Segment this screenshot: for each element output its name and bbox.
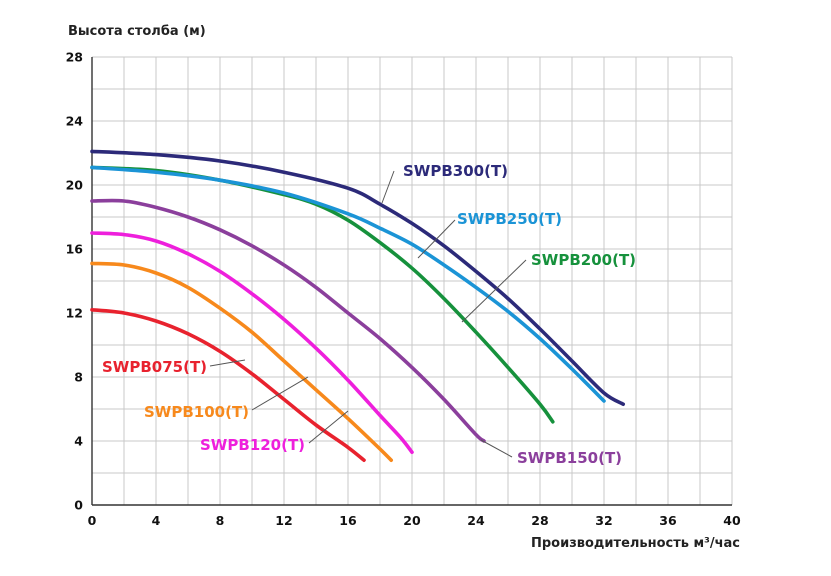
- leader-swpb100-t: [251, 376, 309, 411]
- y-tick-label: 28: [66, 50, 83, 65]
- leader-swpb120-t: [308, 410, 349, 444]
- curve-swpb150-t: [90, 198, 486, 443]
- x-tick-label: 28: [531, 513, 548, 528]
- y-tick-label: 24: [66, 114, 84, 129]
- label-swpb300-t: SWPB300(T): [403, 162, 508, 180]
- label-leaders: [209, 170, 527, 458]
- curve-swpb075-t: [90, 308, 366, 462]
- grid: [91, 56, 733, 506]
- label-swpb075-t: SWPB075(T): [102, 358, 207, 376]
- label-swpb120-t: SWPB120(T): [200, 436, 305, 454]
- x-tick-label: 0: [88, 513, 97, 528]
- x-tick-label: 36: [659, 513, 677, 528]
- label-swpb250-t: SWPB250(T): [457, 210, 562, 228]
- x-tick-label: 24: [467, 513, 485, 528]
- y-tick-label: 8: [74, 370, 83, 385]
- x-tick-label: 32: [595, 513, 612, 528]
- y-tick-label: 16: [66, 242, 84, 257]
- curve-swpb300-t: [90, 149, 625, 406]
- y-tick-label: 12: [66, 306, 83, 321]
- y-axis-title: Высота столба (м): [68, 24, 206, 39]
- leader-swpb075-t: [209, 359, 246, 367]
- y-tick-label: 4: [74, 434, 83, 449]
- axes: [91, 57, 732, 506]
- y-tick-label: 0: [74, 498, 83, 513]
- x-tick-label: 8: [216, 513, 225, 528]
- leader-swpb300-t: [381, 170, 395, 204]
- y-tick-label: 20: [66, 178, 84, 193]
- y-tick-labels: 0 4 8 12 16 20 24 28: [66, 50, 84, 513]
- curve-swpb250-t: [90, 165, 606, 403]
- label-swpb150-t: SWPB150(T): [517, 449, 622, 467]
- leader-swpb150-t: [480, 439, 513, 458]
- x-tick-labels: 0 4 8 12 16 20 24 28 32 36 40: [88, 513, 741, 528]
- x-tick-label: 4: [152, 513, 161, 528]
- x-tick-label: 12: [275, 513, 292, 528]
- x-axis-title: Производительность м³/час: [531, 536, 740, 551]
- x-tick-label: 16: [339, 513, 357, 528]
- leader-swpb250-t: [417, 219, 456, 259]
- x-tick-label: 20: [403, 513, 421, 528]
- label-swpb200-t: SWPB200(T): [531, 251, 636, 269]
- pump-curves: [90, 149, 625, 462]
- x-tick-label: 40: [723, 513, 741, 528]
- series-labels: SWPB300(T) SWPB250(T) SWPB200(T) SWPB150(T)…: [102, 162, 636, 467]
- curve-swpb120-t: [90, 231, 414, 454]
- curve-swpb100-t: [90, 261, 393, 462]
- leader-swpb200-t: [461, 259, 527, 323]
- label-swpb100-t: SWPB100(T): [144, 403, 249, 421]
